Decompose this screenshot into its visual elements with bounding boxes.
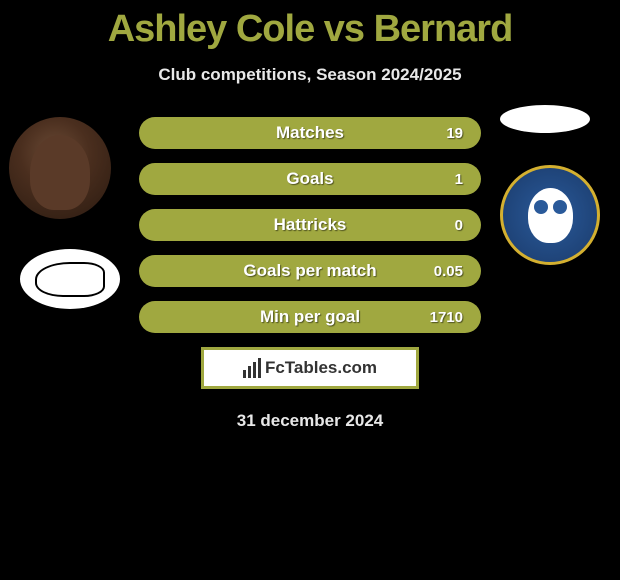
stat-value: 1 bbox=[455, 171, 463, 188]
ram-icon bbox=[35, 262, 105, 297]
stat-label: Min per goal bbox=[260, 307, 360, 327]
chart-icon bbox=[243, 358, 261, 378]
comparison-title: Ashley Cole vs Bernard bbox=[0, 0, 620, 51]
player-face-icon bbox=[30, 135, 90, 210]
player-right-avatar bbox=[500, 105, 590, 133]
stat-row-matches: Matches 19 bbox=[139, 117, 481, 149]
stat-value: 0 bbox=[455, 217, 463, 234]
player-left-avatar bbox=[9, 117, 111, 219]
stat-value: 1710 bbox=[430, 309, 463, 326]
stat-value: 0.05 bbox=[434, 263, 463, 280]
stat-row-goals-per-match: Goals per match 0.05 bbox=[139, 255, 481, 287]
stat-label: Hattricks bbox=[274, 215, 347, 235]
club-right-badge bbox=[500, 165, 600, 265]
date-label: 31 december 2024 bbox=[0, 411, 620, 431]
stat-label: Goals bbox=[286, 169, 333, 189]
club-left-badge bbox=[20, 249, 120, 309]
stat-label: Goals per match bbox=[243, 261, 376, 281]
stats-container: Matches 19 Goals 1 Hattricks 0 Goals per… bbox=[139, 117, 481, 333]
stat-row-goals: Goals 1 bbox=[139, 163, 481, 195]
owl-icon bbox=[528, 188, 573, 243]
stat-row-hattricks: Hattricks 0 bbox=[139, 209, 481, 241]
stat-label: Matches bbox=[276, 123, 344, 143]
comparison-content: Matches 19 Goals 1 Hattricks 0 Goals per… bbox=[0, 117, 620, 431]
stat-row-min-per-goal: Min per goal 1710 bbox=[139, 301, 481, 333]
season-subtitle: Club competitions, Season 2024/2025 bbox=[0, 65, 620, 85]
logo-text: FcTables.com bbox=[265, 358, 377, 378]
stat-value: 19 bbox=[446, 125, 463, 142]
fctables-logo: FcTables.com bbox=[201, 347, 419, 389]
